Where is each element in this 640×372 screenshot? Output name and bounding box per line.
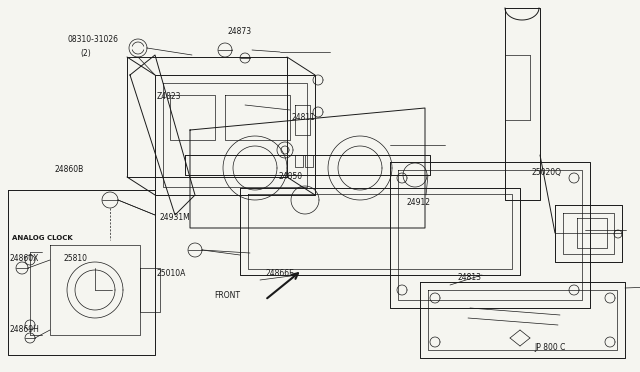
Text: 24869H: 24869H [10,325,40,334]
Text: 25020Q: 25020Q [531,169,561,177]
Text: 24850: 24850 [278,172,303,181]
Text: 25810: 25810 [64,254,88,263]
Text: (2): (2) [80,49,91,58]
Text: Z4823: Z4823 [157,92,181,101]
Text: 24860B: 24860B [54,165,84,174]
Text: 24873: 24873 [227,27,252,36]
Text: 24931M: 24931M [160,213,191,222]
Text: 08310-31026: 08310-31026 [67,35,118,44]
Text: 25010A: 25010A [157,269,186,278]
Text: ANALOG CLOCK: ANALOG CLOCK [12,235,72,241]
Text: 24813: 24813 [458,273,481,282]
Text: 24860X: 24860X [10,254,39,263]
Text: FRONT: FRONT [214,291,241,300]
Text: 24912: 24912 [406,198,430,207]
Text: 24866E: 24866E [266,269,294,278]
Text: 24811: 24811 [291,113,315,122]
Text: JP 800 C: JP 800 C [534,343,566,352]
